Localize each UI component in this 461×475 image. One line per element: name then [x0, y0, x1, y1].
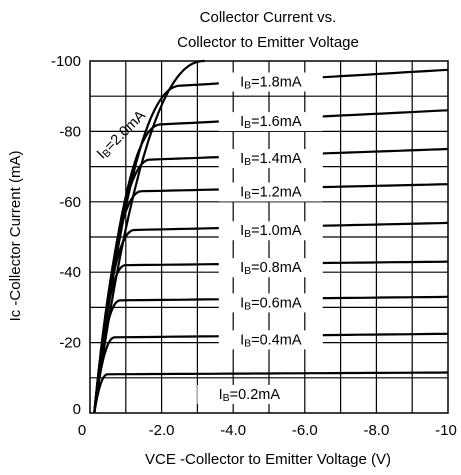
- svg-text:IB=0.4mA: IB=0.4mA: [240, 332, 302, 349]
- series-label: IB=0.2mA: [197, 384, 302, 404]
- y-tick-label: 0: [73, 401, 81, 418]
- chart-title-line2: Collector to Emitter Voltage: [177, 34, 359, 51]
- y-tick-label: -40: [59, 264, 81, 281]
- series-line: [93, 59, 205, 414]
- series-label: IB=0.8mA: [218, 258, 323, 278]
- y-tick-label: -20: [59, 335, 81, 352]
- series-label: IB=0.4mA: [218, 330, 323, 350]
- x-tick-label: -10: [435, 422, 457, 439]
- series-label: IB=1.4mA: [218, 149, 323, 169]
- plot-frame: [89, 60, 449, 414]
- svg-text:IB=2.0mA: IB=2.0mA: [94, 107, 150, 163]
- y-tick-label: -80: [59, 123, 81, 140]
- y-tick-label: -60: [59, 194, 81, 211]
- svg-text:IB=1.2mA: IB=1.2mA: [240, 185, 302, 202]
- x-axis-label: VCE -Collector to Emitter Voltage (V): [145, 451, 391, 468]
- series-label: IB=1.8mA: [218, 72, 323, 92]
- x-tick-label: -4.0: [220, 422, 246, 439]
- x-tick-label: -8.0: [363, 422, 389, 439]
- x-tick-label: -2.0: [149, 422, 175, 439]
- svg-text:IB=0.8mA: IB=0.8mA: [240, 260, 302, 277]
- svg-text:IB=0.6mA: IB=0.6mA: [240, 295, 302, 312]
- y-tick-labels: 0 -20 -40 -60 -80 -100: [51, 53, 81, 418]
- x-tick-label: -6.0: [292, 422, 318, 439]
- svg-text:IB=1.0mA: IB=1.0mA: [240, 223, 302, 240]
- series-label: IB=0.6mA: [218, 293, 323, 313]
- chart-title-line1: Collector Current vs.: [200, 9, 337, 26]
- svg-text:IB=0.2mA: IB=0.2mA: [219, 387, 281, 404]
- curve-labels: IB=0.2mA IB=0.4mA IB=0.6mA IB=0.8mA IB=1.0mA…: [94, 72, 323, 404]
- y-axis-label: Ic -Collector Current (mA): [7, 151, 24, 322]
- svg-text:IB=1.6mA: IB=1.6mA: [240, 114, 302, 131]
- series-label: IB=1.6mA: [218, 112, 323, 132]
- series-label: IB=1.0mA: [218, 221, 323, 241]
- x-tick-label: 0: [78, 422, 86, 439]
- series-line: [93, 221, 449, 414]
- series-label: IB=2.0mA: [94, 107, 150, 163]
- y-tick-label: -100: [51, 53, 81, 70]
- svg-text:IB=1.4mA: IB=1.4mA: [240, 151, 302, 168]
- series-label: IB=1.2mA: [218, 182, 323, 202]
- x-tick-labels: 0 -2.0 -4.0 -6.0 -8.0 -10: [78, 422, 457, 439]
- svg-text:IB=1.8mA: IB=1.8mA: [240, 75, 302, 92]
